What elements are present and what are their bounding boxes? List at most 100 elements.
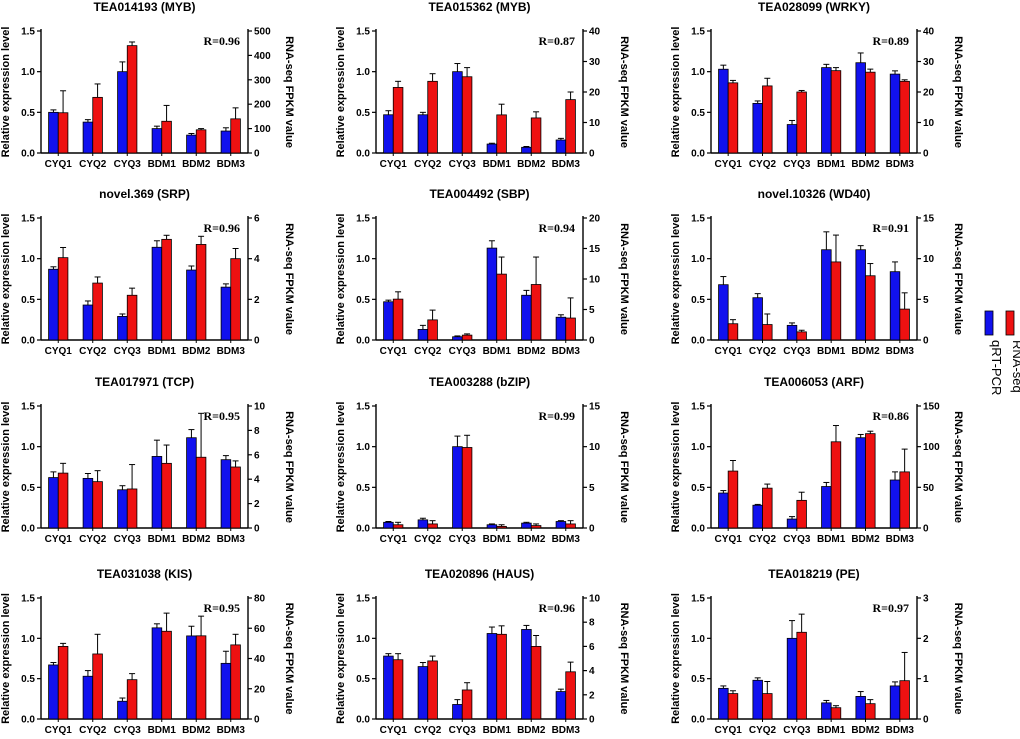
bar-qrt-pcr (889, 479, 901, 529)
bar-qrt-pcr (186, 635, 197, 720)
chart-title: novel.369 (SRP) (99, 187, 190, 201)
bar-qrt-pcr (48, 268, 59, 341)
bar-rna-seq (126, 45, 138, 154)
y-axis-label: Relative expression level (0, 214, 12, 345)
bar-rna-seq (496, 114, 507, 154)
x-tick-label: BDM1 (483, 725, 512, 736)
y-tick-label: 1.5 (691, 402, 705, 413)
y2-tick-label: 150 (923, 402, 940, 413)
chart-panel-8: TEA003288 (bZIP) R=0.99 Relative expressio… (335, 375, 630, 545)
y-axis-label: Relative expression level (0, 593, 12, 724)
x-tick-label: CYQ3 (114, 725, 142, 736)
bar-qrt-pcr (786, 637, 798, 720)
y2-tick-label: 10 (923, 254, 935, 265)
bar-rna-seq (727, 693, 739, 720)
bar-rna-seq (899, 471, 910, 529)
x-tick-label: BDM1 (817, 159, 846, 170)
bar-qrt-pcr (151, 246, 163, 341)
bar-qrt-pcr (889, 685, 901, 720)
chart-panel-9: TEA006053 (ARF) R=0.86 Relative expression… (670, 375, 964, 545)
correlation-label: R=0.99 (538, 409, 575, 423)
bar-rna-seq (392, 298, 404, 341)
x-tick-label: BDM2 (851, 725, 880, 736)
bar-rna-seq (461, 689, 473, 720)
y-tick-label: 0.0 (356, 715, 370, 726)
correlation-label: R=0.89 (872, 34, 909, 48)
bar-qrt-pcr (117, 489, 128, 529)
y-axis-label: Relative expression level (335, 402, 347, 533)
y2-axis-label: RNA-seq FPKM value (283, 411, 295, 523)
y2-axis-label: RNA-seq FPKM value (618, 603, 630, 715)
x-tick-label: CYQ3 (114, 346, 142, 357)
x-tick-label: CYQ1 (380, 346, 408, 357)
y-tick-label: 1.5 (21, 27, 35, 38)
chart-title: novel.10326 (WD40) (758, 187, 871, 201)
y-tick-label: 0.0 (356, 336, 370, 347)
bar-qrt-pcr (752, 504, 763, 529)
bar-qrt-pcr (855, 696, 866, 720)
bar-rna-seq (161, 462, 172, 529)
x-tick-label: CYQ3 (449, 159, 477, 170)
bar-rna-seq (461, 334, 473, 341)
bar-qrt-pcr (48, 111, 59, 154)
y2-tick-label: 20 (923, 88, 935, 99)
bar-rna-seq (195, 129, 207, 154)
bar-qrt-pcr (486, 633, 498, 720)
bar-qrt-pcr (821, 67, 832, 154)
x-tick-label: BDM3 (217, 534, 246, 545)
x-tick-label: BDM3 (217, 725, 246, 736)
bar-qrt-pcr (117, 71, 128, 154)
bar-rna-seq (57, 646, 69, 720)
y2-tick-label: 200 (254, 100, 271, 111)
y-tick-label: 0.0 (21, 336, 35, 347)
bar-qrt-pcr (417, 329, 429, 341)
y2-tick-label: 100 (923, 442, 940, 453)
y-tick-label: 1.5 (21, 402, 35, 413)
bar-qrt-pcr (417, 519, 429, 529)
y2-axis-label: RNA-seq FPKM value (952, 36, 964, 148)
bar-qrt-pcr (82, 675, 94, 720)
legend-label-rna-seq: RNA-seq (1010, 340, 1020, 393)
y2-tick-label: 0 (589, 524, 595, 535)
chart-title: TEA028099 (WRKY) (758, 0, 870, 14)
y-axis-label: Relative expression level (0, 27, 12, 158)
chart-panel-2: TEA015362 (MYB) R=0.87 Relative expression… (335, 0, 630, 170)
x-tick-label: BDM2 (517, 534, 546, 545)
y-tick-label: 1.0 (356, 254, 370, 265)
bar-qrt-pcr (821, 249, 832, 341)
bar-rna-seq (865, 275, 876, 341)
x-tick-label: CYQ2 (79, 534, 107, 545)
y2-tick-label: 50 (923, 483, 935, 494)
y2-tick-label: 60 (254, 624, 266, 635)
chart-panel-6: novel.10326 (WD40) R=0.91 Relative express… (670, 187, 964, 357)
chart-title: TEA003288 (bZIP) (429, 375, 530, 389)
x-tick-label: BDM1 (148, 725, 177, 736)
bar-rna-seq (762, 324, 773, 341)
bar-rna-seq (796, 631, 807, 720)
bar-qrt-pcr (752, 679, 763, 720)
y2-tick-label: 40 (589, 27, 601, 38)
x-tick-label: BDM2 (517, 346, 546, 357)
legend-label-qrt-pcr: qRT-PCR (989, 340, 1004, 395)
bar-rna-seq (161, 238, 172, 341)
bar-rna-seq (565, 523, 576, 529)
bar-rna-seq (427, 660, 438, 720)
bar-qrt-pcr (383, 301, 394, 341)
bar-rna-seq (727, 470, 739, 529)
y2-tick-label: 5 (589, 483, 595, 494)
chart-title: TEA031038 (KIS) (97, 567, 192, 581)
bar-rna-seq (796, 331, 807, 341)
bar-qrt-pcr (117, 316, 128, 341)
y2-tick-label: 20 (589, 88, 601, 99)
bar-rna-seq (830, 261, 842, 341)
bar-qrt-pcr (718, 68, 729, 154)
chart-title: TEA018219 (PE) (768, 567, 859, 581)
bar-qrt-pcr (555, 316, 567, 341)
y2-axis-label: RNA-seq FPKM value (283, 223, 295, 335)
chart-panel-10: TEA031038 (KIS) R=0.95 Relative expression… (0, 567, 295, 736)
chart-title: TEA015362 (MYB) (428, 0, 530, 14)
correlation-label: R=0.91 (872, 221, 909, 235)
bar-rna-seq (796, 91, 807, 154)
y2-tick-label: 2 (254, 295, 260, 306)
y-tick-label: 0.5 (356, 295, 370, 306)
